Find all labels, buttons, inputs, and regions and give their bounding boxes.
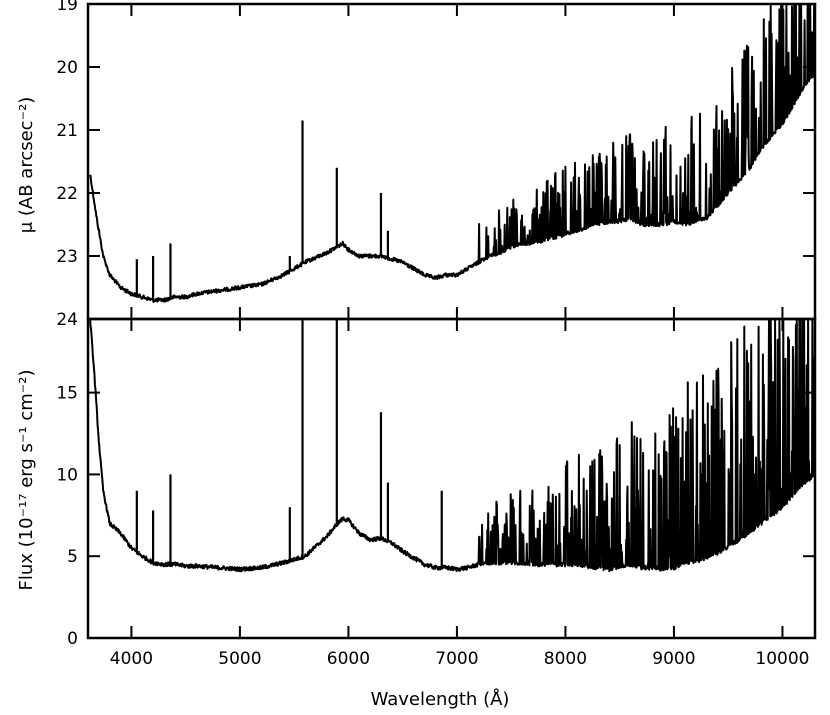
top-y-tick-label: 21 bbox=[56, 121, 78, 141]
bottom-y-tick-label: 0 bbox=[67, 629, 78, 649]
bottom-panel: 0 5 10 15 4000 5000 6000 7000 8000 9000 10000 bbox=[56, 319, 816, 669]
top-plot-frame bbox=[86, 2, 817, 321]
top-y-axis-title: μ (AB arcsec⁻²) bbox=[16, 97, 37, 234]
bottom-y-tick-label: 10 bbox=[56, 465, 78, 485]
bottom-y-tick-label: 15 bbox=[56, 384, 78, 404]
x-tick-label: 7000 bbox=[435, 649, 478, 669]
top-y-tick-label: 19 bbox=[56, 0, 78, 15]
top-y-tick-label: 23 bbox=[56, 247, 78, 267]
x-tick-label: 9000 bbox=[652, 649, 695, 669]
bottom-plot-frame bbox=[86, 317, 817, 640]
x-tick-label: 6000 bbox=[327, 649, 370, 669]
bottom-y-tick-label: 5 bbox=[67, 547, 78, 567]
bottom-spectrum-line bbox=[89, 319, 816, 573]
x-tick-label: 4000 bbox=[110, 649, 153, 669]
top-y-tick-label: 20 bbox=[56, 58, 78, 78]
x-tick-label: 8000 bbox=[544, 649, 587, 669]
top-panel: 19 20 21 22 23 24 bbox=[56, 0, 816, 330]
top-y-tick-label: 22 bbox=[56, 184, 78, 204]
x-axis-title: Wavelength (Å) bbox=[371, 688, 510, 710]
top-y-tick-label: 24 bbox=[56, 310, 78, 330]
x-tick-label: 5000 bbox=[218, 649, 261, 669]
x-tick-label: 10000 bbox=[755, 649, 809, 669]
top-spectrum-line bbox=[89, 4, 816, 303]
bottom-y-axis-title: Flux (10⁻¹⁷ erg s⁻¹ cm⁻²) bbox=[16, 369, 37, 590]
